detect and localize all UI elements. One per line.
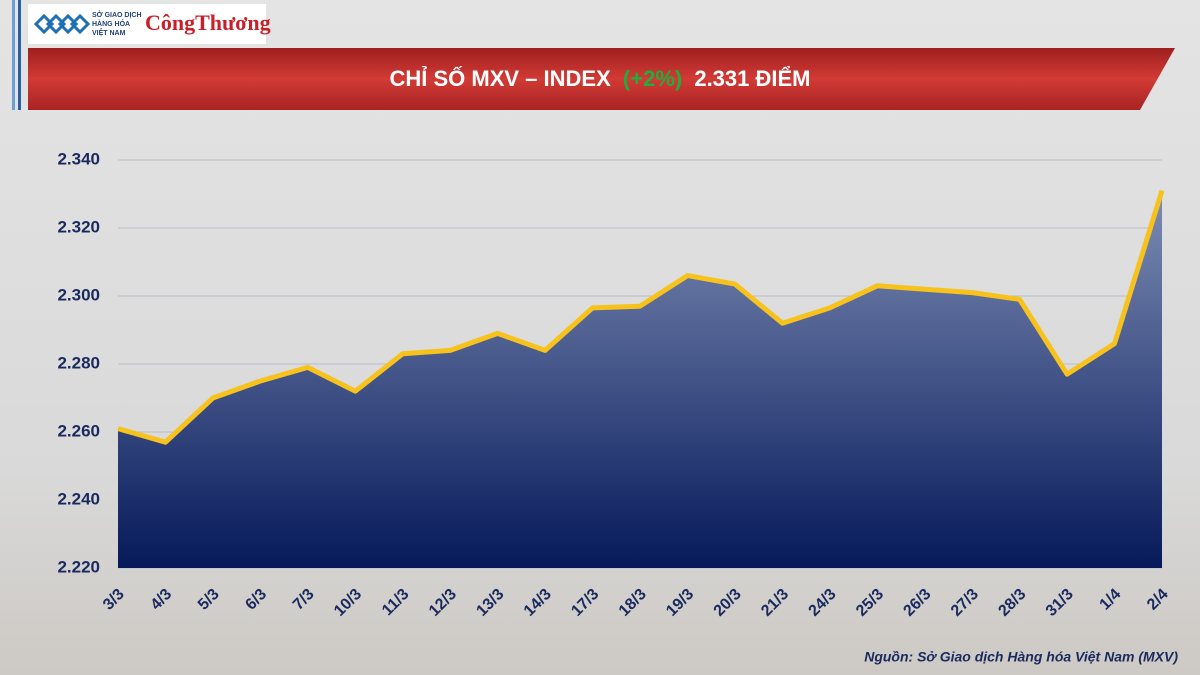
y-tick-label: 2.320	[57, 217, 100, 236]
title-change: (+2%)	[623, 66, 682, 91]
logo-icon	[33, 13, 91, 35]
y-tick-label: 2.260	[57, 421, 100, 440]
logo-text: VIỆT NAM	[92, 28, 126, 37]
title-level: 2.331 ĐIỂM	[694, 66, 810, 91]
area	[118, 190, 1162, 568]
accent-stripe	[18, 0, 21, 110]
accent-stripe	[12, 0, 15, 110]
logo-box	[28, 4, 266, 44]
line	[117, 189, 1165, 445]
y-tick-label: 2.240	[57, 489, 100, 508]
y-tick-label: 2.340	[57, 149, 100, 168]
title-banner	[28, 48, 1175, 110]
source-note: Nguồn: Sở Giao dịch Hàng hóa Việt Nam (M…	[864, 649, 1178, 665]
y-tick-label: 2.300	[57, 285, 100, 304]
y-tick-label: 2.280	[57, 353, 100, 372]
y-tick-label: 2.220	[57, 557, 100, 576]
title-main: CHỈ SỐ MXV – INDEX	[390, 65, 612, 91]
logo-text: HÀNG HÓA	[92, 19, 130, 28]
chart-title: CHỈ SỐ MXV – INDEX (+2%) 2.331 ĐIỂM	[390, 65, 811, 91]
logo-text: SỞ GIAO DỊCH	[92, 10, 142, 19]
brand-logo: CôngThương	[145, 10, 271, 35]
